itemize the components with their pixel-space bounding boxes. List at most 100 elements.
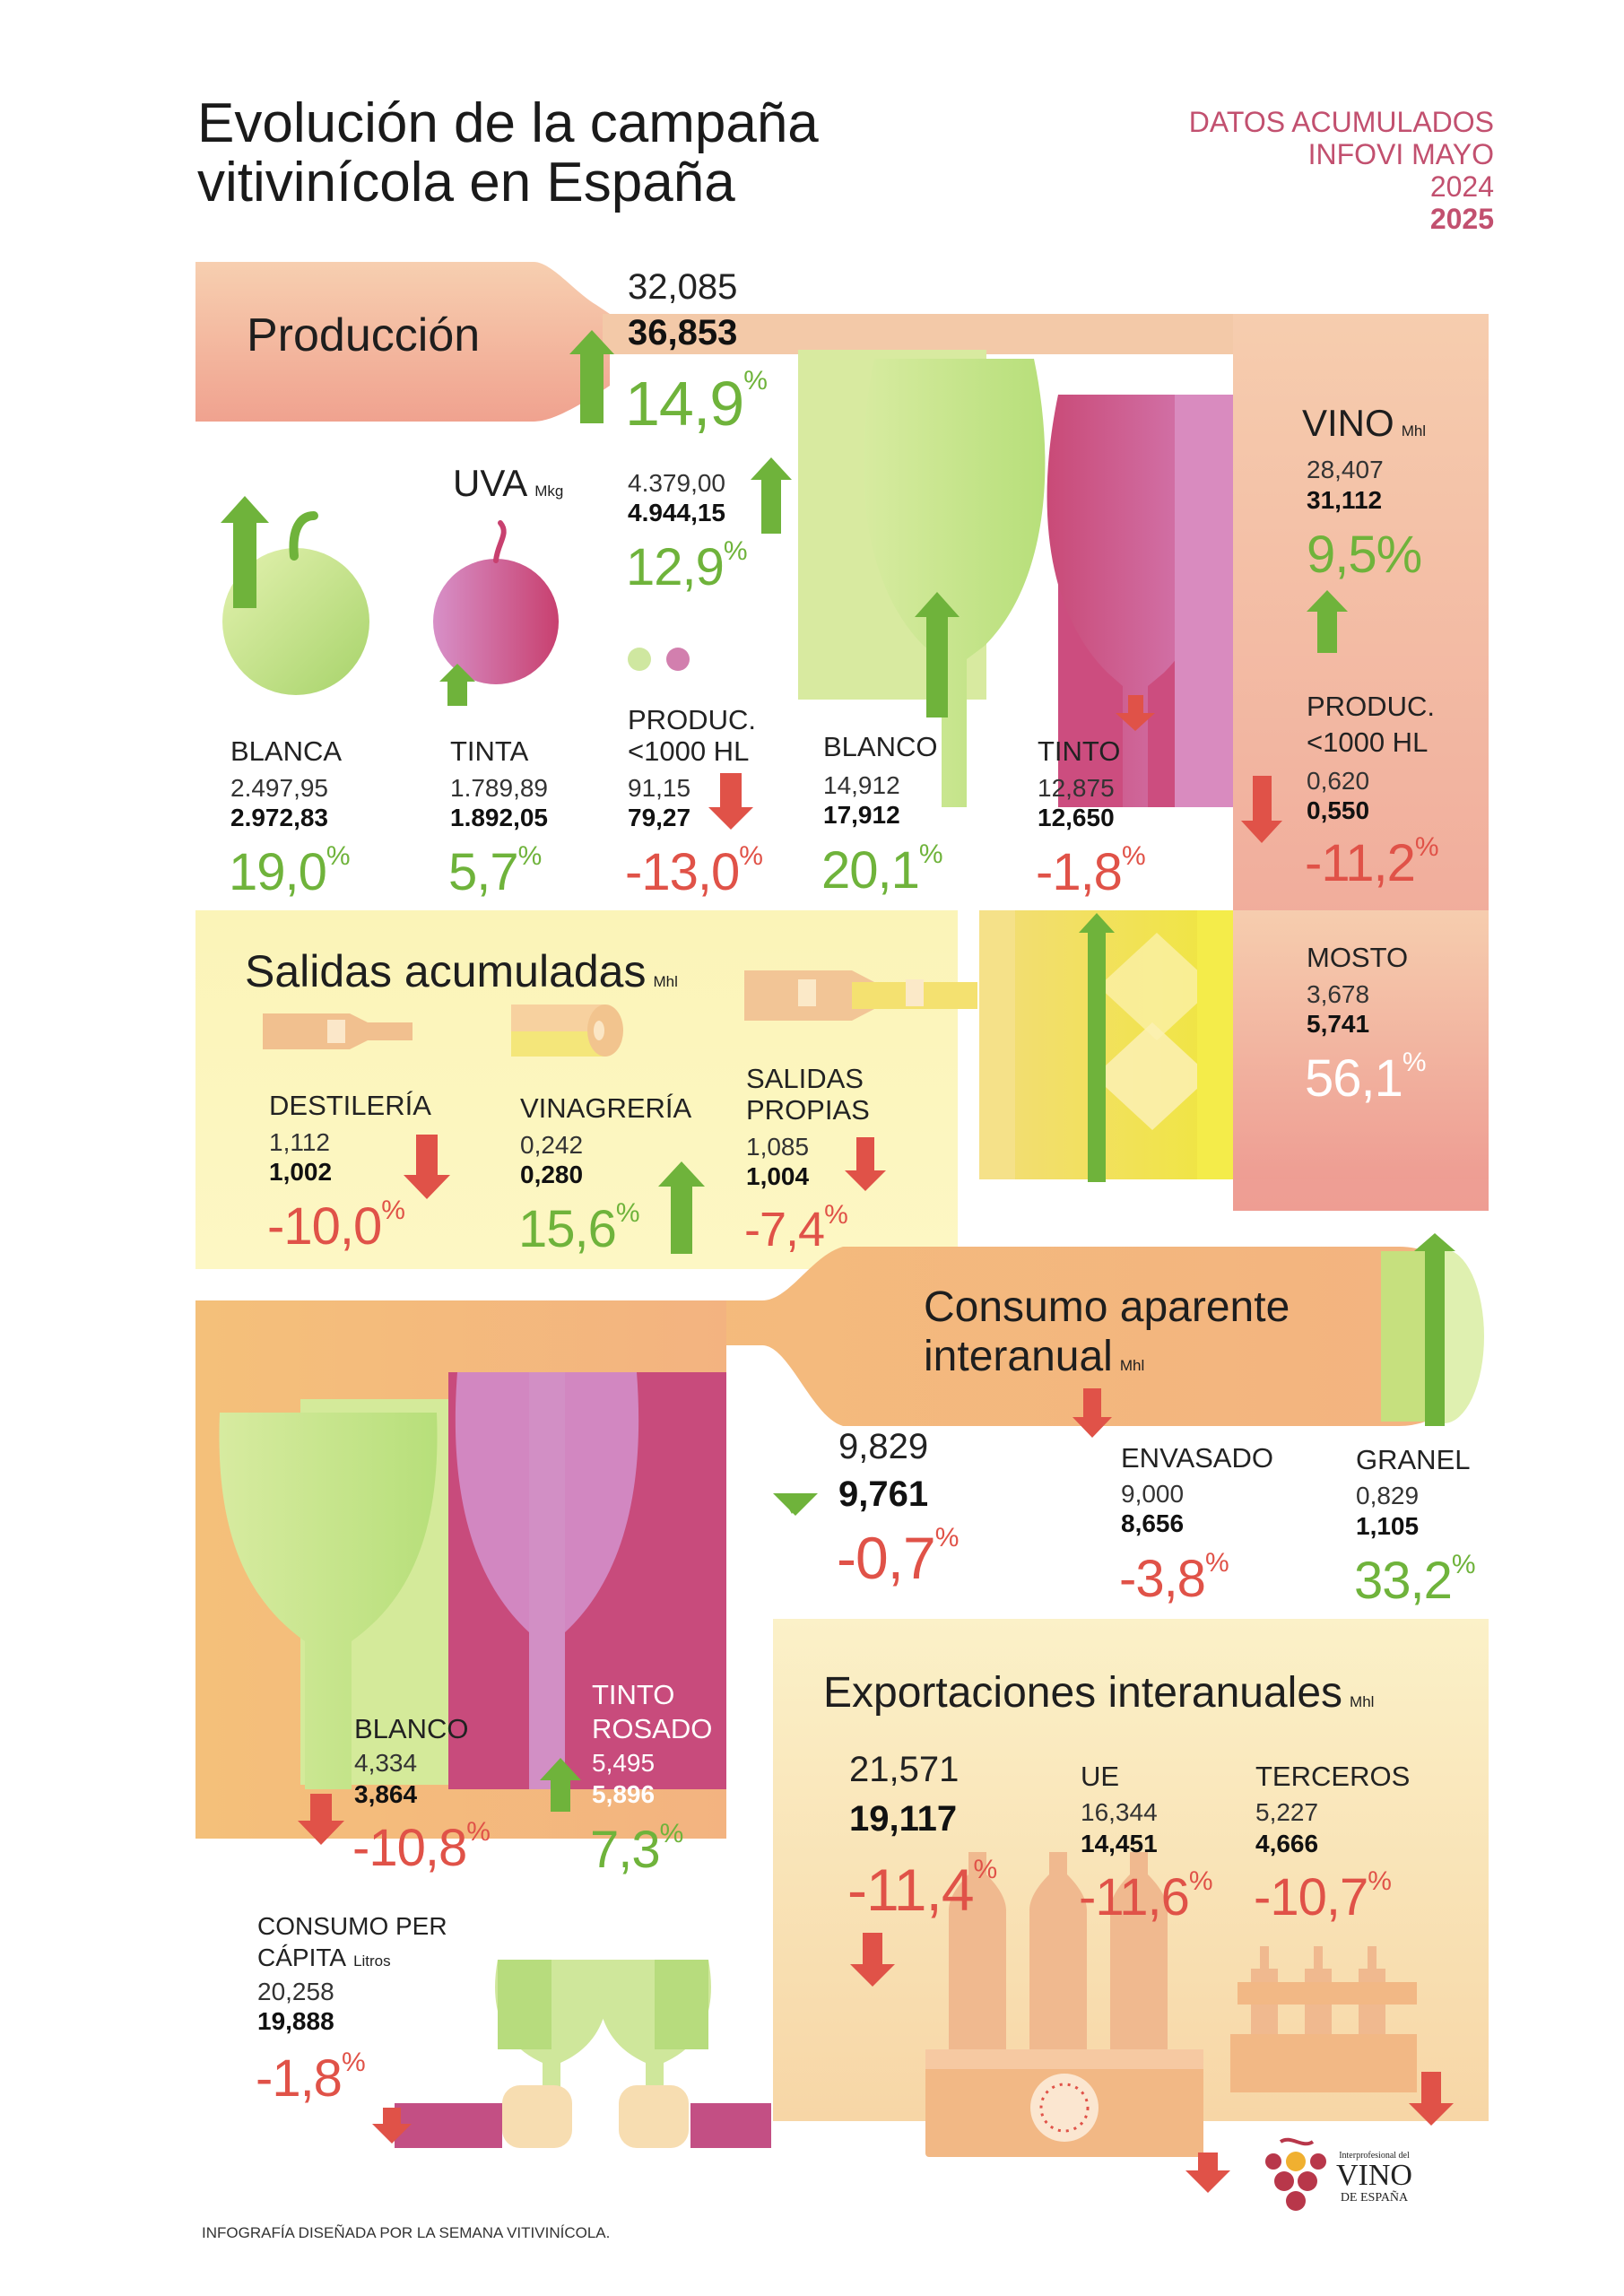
consumo-2025: 9,761 <box>838 1474 929 1514</box>
footer-credit: INFOGRAFÍA DISEÑADA POR LA SEMANA VITIVI… <box>202 2224 611 2241</box>
consumo-blanco-pct: -10,8% <box>352 1817 491 1877</box>
consumo-2024: 9,829 <box>838 1427 929 1466</box>
vino-produc-label1: PRODUC. <box>1307 691 1435 722</box>
vino-produc-pct: -11,2% <box>1305 832 1439 892</box>
consumo-tinto-2025: 5,896 <box>592 1780 656 1808</box>
exportaciones-2025: 19,117 <box>849 1799 958 1839</box>
uva-pct: 12,9% <box>626 536 748 596</box>
per-capita-2024: 20,258 <box>257 1978 334 2005</box>
salidas-heading: Salidas acumuladas Mhl <box>245 946 678 996</box>
tinta-2025: 1.892,05 <box>450 804 548 831</box>
uva-produc-label2: <1000 HL <box>628 735 750 767</box>
bottle-icon <box>744 970 977 1021</box>
exportaciones-2024: 21,571 <box>849 1750 960 1789</box>
exportaciones-pct: -11,4% <box>847 1855 997 1923</box>
bottle-crate-terceros-icon <box>1230 1946 1417 2092</box>
logo-bottom-text: DE ESPAÑA <box>1340 2191 1409 2205</box>
destileria-pct: -10,0% <box>267 1196 405 1256</box>
vino-blanco-2025: 17,912 <box>823 801 900 829</box>
granel-2024: 0,829 <box>1356 1482 1420 1509</box>
vino-produc-2024: 0,620 <box>1307 767 1370 795</box>
consumo-heading-line1: Consumo aparente <box>924 1283 1290 1331</box>
toast-glasses-icon <box>395 1960 771 2148</box>
propias-2025: 1,004 <box>746 1162 810 1190</box>
per-capita-pct: -1,8% <box>256 2048 366 2108</box>
terceros-label: TERCEROS <box>1255 1761 1411 1792</box>
propias-pct: -7,4% <box>744 1200 848 1257</box>
vinagreria-label: VINAGRERÍA <box>520 1092 692 1124</box>
per-capita-label2: CÁPITA Litros <box>257 1944 391 1971</box>
logo-top-text: Interprofesional del <box>1339 2151 1410 2161</box>
granel-pct: 33,2% <box>1354 1550 1476 1610</box>
blanca-2024: 2.497,95 <box>230 774 328 802</box>
vino-2025: 31,112 <box>1307 486 1383 514</box>
vino-de-espana-logo-icon <box>1265 2137 1326 2211</box>
vino-heading: VINO Mhl <box>1302 402 1427 444</box>
vino-produc-2025: 0,550 <box>1307 796 1370 824</box>
mosto-2024: 3,678 <box>1307 980 1370 1008</box>
propias-label2: PROPIAS <box>746 1094 870 1126</box>
destileria-label: DESTILERÍA <box>269 1090 431 1121</box>
uva-heading: UVA Mkg <box>453 462 564 504</box>
produccion-pct: 14,9% <box>625 366 768 439</box>
vinagreria-pct: 15,6% <box>518 1198 640 1258</box>
page-title: Evolución de la campaña vitivinícola en … <box>197 92 819 214</box>
destileria-2024: 1,112 <box>269 1128 330 1156</box>
legend-year-prev: 2024 <box>1429 170 1494 203</box>
vino-pct: 9,5% <box>1307 526 1422 584</box>
blanca-pct: 19,0% <box>229 841 351 901</box>
produccion-2025: 36,853 <box>628 313 738 352</box>
vinagreria-2024: 0,242 <box>520 1131 584 1159</box>
uva-produc-pct: -13,0% <box>625 841 763 901</box>
green-grape-icon <box>222 511 369 695</box>
produccion-2024: 32,085 <box>628 267 738 307</box>
consumo-blanco-2025: 3,864 <box>354 1780 418 1808</box>
terceros-2024: 5,227 <box>1255 1798 1319 1826</box>
terceros-pct: -10,7% <box>1254 1866 1392 1926</box>
logo-wordmark: Interprofesional del VINO DE ESPAÑA <box>1336 2151 1412 2205</box>
consumo-tinto-pct: 7,3% <box>590 1819 683 1879</box>
mosto-label: MOSTO <box>1307 942 1409 973</box>
uva-produc-2024: 91,15 <box>628 774 691 802</box>
uva-2025: 4.944,15 <box>628 499 725 526</box>
vino-produc-label2: <1000 HL <box>1307 726 1429 758</box>
consumo-blanco-label: BLANCO <box>354 1713 469 1744</box>
vino-tinto-label: TINTO <box>1038 735 1121 767</box>
destileria-2025: 1,002 <box>269 1158 333 1186</box>
terceros-2025: 4,666 <box>1255 1830 1319 1857</box>
vinagreria-2025: 0,280 <box>520 1161 584 1188</box>
consumo-tinto-label1: TINTO <box>592 1679 675 1710</box>
envasado-2024: 9,000 <box>1121 1480 1185 1508</box>
tinta-label: TINTA <box>450 735 529 767</box>
produccion-heading: Producción <box>247 309 481 361</box>
consumo-tinto-label2: ROSADO <box>592 1713 713 1744</box>
granel-2025: 1,105 <box>1356 1512 1420 1540</box>
uva-produc-2025: 79,27 <box>628 804 691 831</box>
consumo-tinto-2024: 5,495 <box>592 1749 656 1777</box>
mosto-2025: 5,741 <box>1307 1010 1370 1038</box>
vino-2024: 28,407 <box>1307 456 1384 483</box>
vino-tinto-pct: -1,8% <box>1036 841 1146 901</box>
vino-blanco-pct: 20,1% <box>821 839 943 900</box>
consumo-heading-line2: interanual Mhl <box>924 1333 1145 1380</box>
envasado-2025: 8,656 <box>1121 1509 1185 1537</box>
tinta-2024: 1.789,89 <box>450 774 548 802</box>
vino-blanco-2024: 14,912 <box>823 771 900 799</box>
logo-main-text: VINO <box>1336 2159 1412 2192</box>
tinta-pct: 5,7% <box>448 841 542 901</box>
bottle-crate-ue-icon <box>925 1852 1203 2157</box>
vino-tinto-2024: 12,875 <box>1038 774 1115 802</box>
vino-blanco-label: BLANCO <box>823 731 938 762</box>
propias-label1: SALIDAS <box>746 1063 864 1094</box>
vino-tinto-2025: 12,650 <box>1038 804 1115 831</box>
uva-2024: 4.379,00 <box>628 469 725 497</box>
per-capita-label1: CONSUMO PER <box>257 1912 447 1940</box>
legend-year-curr: 2025 <box>1429 203 1494 235</box>
propias-2024: 1,085 <box>746 1133 810 1161</box>
legend-line1: DATOS ACUMULADOS <box>1188 106 1494 138</box>
blanca-2025: 2.972,83 <box>230 804 328 831</box>
ue-2024: 16,344 <box>1081 1798 1158 1826</box>
red-grape-icon <box>433 520 559 684</box>
per-capita-2025: 19,888 <box>257 2007 334 2035</box>
